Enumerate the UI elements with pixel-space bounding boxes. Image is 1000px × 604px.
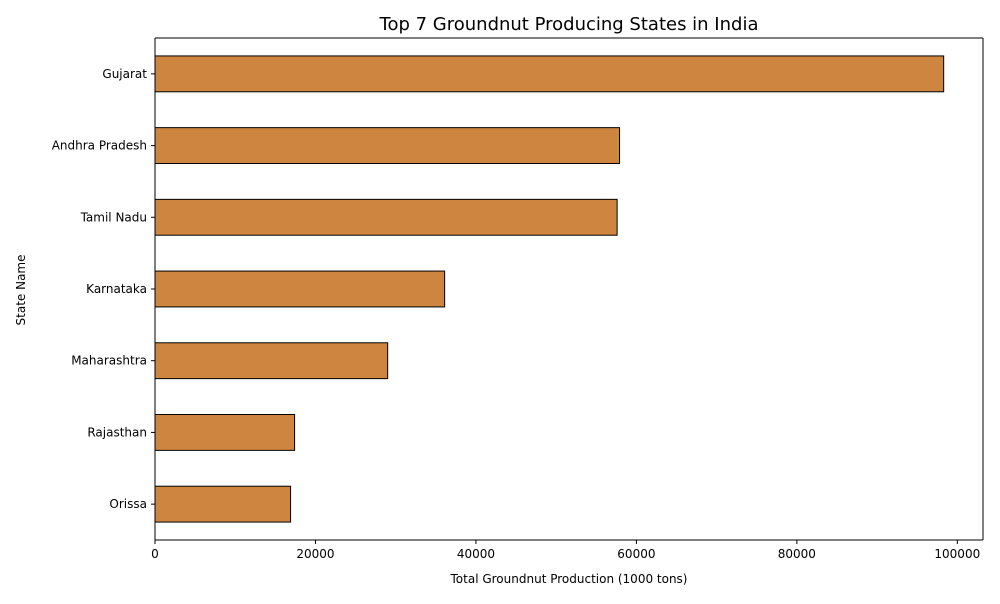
x-axis: 0 20000 40000 60000 80000 100000 (151, 540, 980, 561)
x-tick-label-0: 0 (151, 547, 159, 561)
y-tick-label-maharashtra: Maharashtra (71, 354, 147, 368)
bar-orissa (154, 485, 292, 523)
bar-karnataka (154, 270, 446, 308)
y-tick-label-andhra-pradesh: Andhra Pradesh (52, 139, 147, 153)
bar-andhra-pradesh (154, 127, 621, 165)
bar-gujarat (154, 55, 945, 93)
x-tick-label-40000: 40000 (457, 547, 495, 561)
y-tick-label-orissa: Orissa (109, 497, 147, 511)
y-tick-label-rajasthan: Rajasthan (87, 425, 147, 439)
bar-rajasthan (154, 414, 296, 451)
y-tick-label-karnataka: Karnataka (86, 282, 147, 296)
x-tick-label-20000: 20000 (296, 547, 334, 561)
x-tick-label-60000: 60000 (617, 547, 655, 561)
y-tick-label-gujarat: Gujarat (102, 67, 147, 81)
y-axis: Gujarat Andhra Pradesh Tamil Nadu Karnataka… (52, 67, 155, 511)
y-tick-label-tamil-nadu: Tamil Nadu (80, 210, 147, 224)
x-tick-label-100000: 100000 (934, 547, 980, 561)
x-axis-label: Total Groundnut Production (1000 tons) (450, 572, 688, 586)
bar-maharashtra (154, 342, 389, 380)
x-tick-label-80000: 80000 (778, 547, 816, 561)
chart-title: Top 7 Groundnut Producing States in Indi… (379, 14, 759, 35)
axes-frame (154, 37, 984, 541)
y-axis-label: State Name (14, 255, 28, 326)
bar-tamil-nadu (154, 198, 618, 236)
bars-group (154, 55, 945, 523)
